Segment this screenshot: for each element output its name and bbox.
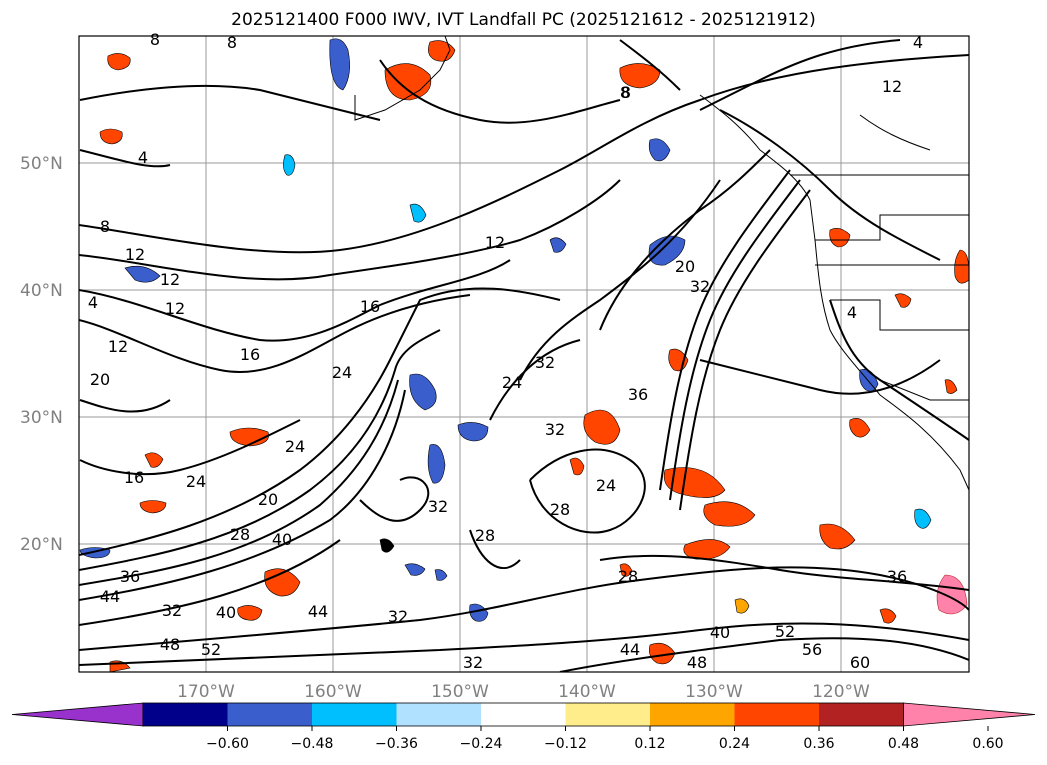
contour-label: 12	[882, 77, 902, 96]
contour-label: 4	[913, 33, 923, 52]
contour-label: 20	[675, 257, 695, 276]
contour-label: 36	[628, 385, 648, 404]
coastline	[354, 36, 969, 491]
colorbar-tick-label: 0.60	[972, 736, 1003, 752]
contour-label: 8	[621, 83, 631, 102]
contour-label: 4	[138, 148, 148, 167]
contour-label: 32	[545, 420, 565, 439]
contour-label: 12	[160, 270, 180, 289]
contour-label: 8	[100, 217, 110, 236]
colorbar-tick-label: −0.12	[544, 736, 587, 752]
map-title: 2025121400 F000 IWV, IVT Landfall PC (20…	[231, 10, 816, 30]
contour-label: 28	[618, 567, 638, 586]
contour-label: 56	[802, 640, 822, 659]
lat-label-50: 50°N	[20, 154, 63, 174]
colorbar-segment	[650, 703, 735, 726]
contour-label: 32	[388, 607, 408, 626]
contour-label: 8	[150, 30, 160, 49]
contour-label: 32	[463, 653, 483, 672]
pc-shading	[79, 38, 969, 672]
contour-label: 48	[160, 635, 180, 654]
contour-label: 12	[125, 245, 145, 264]
contour-label: 16	[124, 468, 144, 487]
lon-label-160w: 160°W	[304, 682, 362, 702]
lon-label-170w: 170°W	[177, 682, 235, 702]
contour-label: 40	[216, 603, 236, 622]
contour-label: 52	[775, 622, 795, 641]
contour-label: 4	[847, 303, 857, 322]
contour-label: 16	[240, 345, 260, 364]
colorbar-segment	[227, 703, 312, 726]
contour-label: 24	[285, 437, 305, 456]
colorbar: −0.60 −0.48 −0.36 −0.24 −0.12 0.12 0.24 0.36 0.4…	[11, 702, 1036, 752]
lat-label-30: 30°N	[20, 408, 63, 428]
contour-label: 28	[475, 526, 495, 545]
contour-label: 28	[230, 525, 250, 544]
contour-label: 60	[850, 653, 870, 672]
contour-label: 48	[687, 653, 707, 672]
colorbar-tick-label: 0.48	[888, 736, 919, 752]
contour-label: 4	[88, 293, 98, 312]
contour-label: 20	[258, 490, 278, 509]
contour-label: 12	[485, 233, 505, 252]
graticule	[79, 36, 969, 672]
colorbar-tick-label: −0.24	[460, 736, 503, 752]
contour-label: 40	[710, 623, 730, 642]
colorbar-tick-label: 0.12	[634, 736, 665, 752]
colorbar-segment	[819, 703, 904, 726]
colorbar-frame	[142, 702, 904, 727]
contour-label: 32	[690, 277, 710, 296]
contour-label: 32	[162, 601, 182, 620]
map-frame	[78, 35, 970, 673]
contour-label: 16	[360, 297, 380, 316]
lat-label-40: 40°N	[20, 281, 63, 301]
colorbar-segment	[396, 703, 481, 726]
contour-label: 36	[887, 567, 907, 586]
contour-label: 52	[201, 640, 221, 659]
lon-label-130w: 130°W	[685, 682, 743, 702]
contour-label: 32	[428, 497, 448, 516]
colorbar-tick-label: −0.36	[375, 736, 418, 752]
lon-label-150w: 150°W	[431, 682, 489, 702]
contour-labels: 8 8 44128124812121216161220203232242432363…	[88, 30, 923, 672]
contour-label: 32	[535, 353, 555, 372]
contour-label: 24	[186, 472, 206, 491]
contour-label: 40	[272, 530, 292, 549]
lon-label-120w: 120°W	[812, 682, 870, 702]
colorbar-segment	[312, 703, 397, 726]
colorbar-segment	[143, 703, 228, 726]
contour-label: 36	[120, 567, 140, 586]
contour-label: 20	[90, 370, 110, 389]
colorbar-tick-label: 0.36	[803, 736, 834, 752]
contour-label: 24	[502, 373, 522, 392]
contour-label: 44	[620, 640, 640, 659]
contour-label: 12	[108, 337, 128, 356]
contour-label: 8	[620, 83, 630, 102]
colorbar-extend-low	[11, 702, 144, 727]
colorbar-tick-label: −0.60	[206, 736, 249, 752]
colorbar-segment	[565, 703, 650, 726]
colorbar-extend-high	[903, 702, 1036, 727]
contour-label: 8	[227, 33, 237, 52]
contour-label: 44	[308, 602, 328, 621]
contour-label: 44	[100, 587, 120, 606]
colorbar-tick-label: −0.48	[291, 736, 334, 752]
contour-label: 24	[596, 476, 616, 495]
contour-label: 28	[550, 500, 570, 519]
colorbar-segment	[481, 703, 566, 726]
lat-label-20: 20°N	[20, 535, 63, 555]
iwv-contours	[79, 39, 969, 672]
contour-label: 12	[165, 299, 185, 318]
lon-label-140w: 140°W	[558, 682, 616, 702]
contour-label: 24	[332, 363, 352, 382]
longitude-labels: 170°W 160°W 150°W 140°W 130°W 120°W	[177, 682, 870, 702]
colorbar-segment	[734, 703, 819, 726]
latitude-labels: 50°N 40°N 30°N 20°N	[20, 154, 63, 555]
colorbar-tick-label: 0.24	[719, 736, 750, 752]
